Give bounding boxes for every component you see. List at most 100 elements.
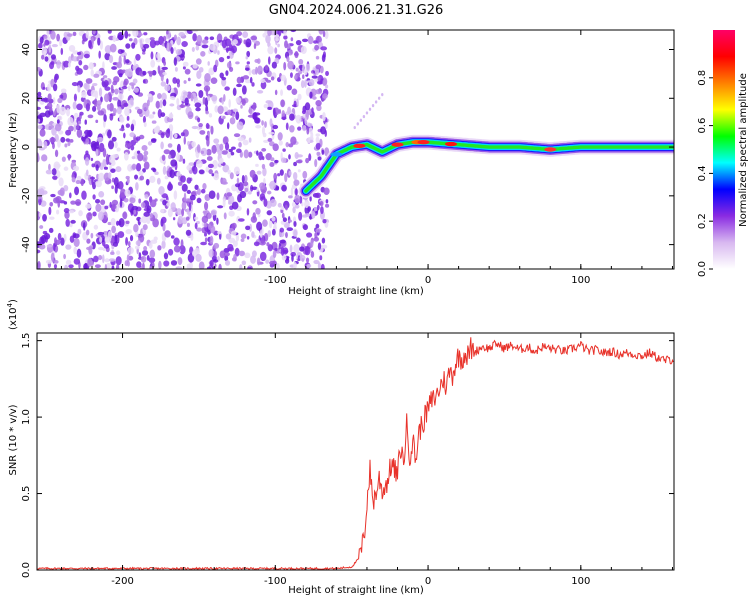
noise-blob — [325, 70, 329, 77]
noise-blob — [278, 140, 283, 146]
noise-blob — [119, 116, 125, 123]
noise-blob — [198, 261, 205, 269]
noise-blob — [313, 259, 320, 265]
noise-blob — [182, 61, 189, 67]
noise-blob — [302, 125, 307, 132]
noise-blob — [87, 114, 94, 119]
noise-blob — [277, 132, 283, 141]
noise-blob — [274, 89, 278, 96]
noise-blob — [227, 243, 234, 251]
noise-blob — [193, 161, 197, 168]
noise-blob — [133, 209, 136, 215]
noise-blob — [242, 139, 249, 146]
noise-blob — [286, 56, 290, 63]
noise-blob — [177, 181, 183, 186]
noise-blob — [221, 78, 227, 87]
noise-blob — [170, 260, 178, 266]
noise-blob — [216, 217, 219, 225]
noise-blob — [244, 174, 248, 183]
noise-blob — [149, 249, 156, 259]
noise-blob — [310, 251, 315, 258]
noise-blob — [290, 30, 297, 33]
noise-blob — [282, 247, 289, 255]
noise-blob — [255, 66, 258, 75]
noise-blob — [206, 266, 212, 269]
noise-blob — [150, 59, 156, 68]
noise-blob — [196, 70, 202, 80]
noise-blob — [42, 213, 47, 222]
noise-blob — [263, 139, 270, 143]
noise-blob — [218, 57, 225, 63]
noise-blob — [288, 154, 291, 160]
noise-blob — [322, 218, 327, 224]
noise-blob — [206, 156, 213, 162]
noise-blob — [246, 208, 250, 216]
noise-blob — [160, 81, 167, 87]
ridge-peak — [444, 141, 457, 147]
noise-blob — [241, 260, 247, 266]
noise-blob — [219, 250, 226, 259]
noise-blob — [195, 83, 202, 87]
noise-blob — [314, 158, 318, 168]
noise-blob — [136, 261, 142, 268]
noise-blob — [68, 210, 75, 214]
noise-blob — [182, 95, 186, 99]
noise-blob — [306, 127, 310, 135]
noise-blob — [240, 238, 245, 242]
noise-blob — [78, 210, 83, 217]
noise-blob — [291, 201, 297, 208]
noise-blob — [37, 139, 43, 148]
noise-blob — [173, 245, 181, 253]
noise-blob — [241, 98, 246, 106]
noise-blob — [236, 83, 242, 88]
noise-blob — [206, 81, 211, 86]
noise-blob — [319, 255, 323, 261]
noise-blob — [246, 235, 250, 240]
noise-blob — [318, 30, 324, 35]
noise-blob — [76, 56, 80, 62]
noise-blob — [158, 186, 165, 195]
noise-blob — [98, 87, 103, 97]
noise-blob — [297, 93, 302, 101]
noise-blob — [293, 74, 298, 80]
noise-blob — [316, 104, 322, 112]
noise-blob — [107, 221, 112, 226]
noise-blob — [138, 252, 142, 259]
noise-blob — [274, 159, 279, 164]
noise-blob — [94, 264, 101, 269]
noise-blob — [67, 140, 71, 147]
noise-blob — [86, 238, 91, 244]
noise-blob — [183, 192, 187, 202]
noise-blob — [156, 52, 161, 59]
noise-blob — [176, 36, 181, 46]
noise-blob — [103, 244, 110, 249]
noise-blob — [118, 73, 123, 78]
noise-blob — [38, 146, 46, 151]
noise-blob — [235, 233, 239, 242]
noise-blob — [224, 38, 232, 47]
noise-blob — [181, 201, 187, 211]
noise-blob — [71, 82, 78, 87]
noise-blob — [272, 250, 277, 259]
noise-blob — [130, 145, 135, 151]
noise-blob — [148, 257, 156, 264]
noise-blob — [208, 67, 215, 76]
noise-blob — [260, 81, 267, 90]
noise-blob — [196, 220, 200, 225]
noise-blob — [368, 107, 372, 111]
noise-blob — [320, 126, 327, 135]
noise-blob — [111, 265, 115, 269]
noise-blob — [46, 102, 53, 110]
noise-blob — [43, 140, 48, 149]
noise-blob — [95, 148, 99, 157]
noise-blob — [37, 249, 41, 254]
noise-blob — [157, 93, 162, 100]
noise-blob — [110, 168, 116, 173]
noise-blob — [143, 32, 148, 36]
noise-blob — [80, 178, 84, 187]
noise-blob — [186, 164, 192, 171]
noise-blob — [158, 35, 164, 46]
noise-blob — [64, 264, 69, 269]
noise-blob — [98, 142, 105, 153]
